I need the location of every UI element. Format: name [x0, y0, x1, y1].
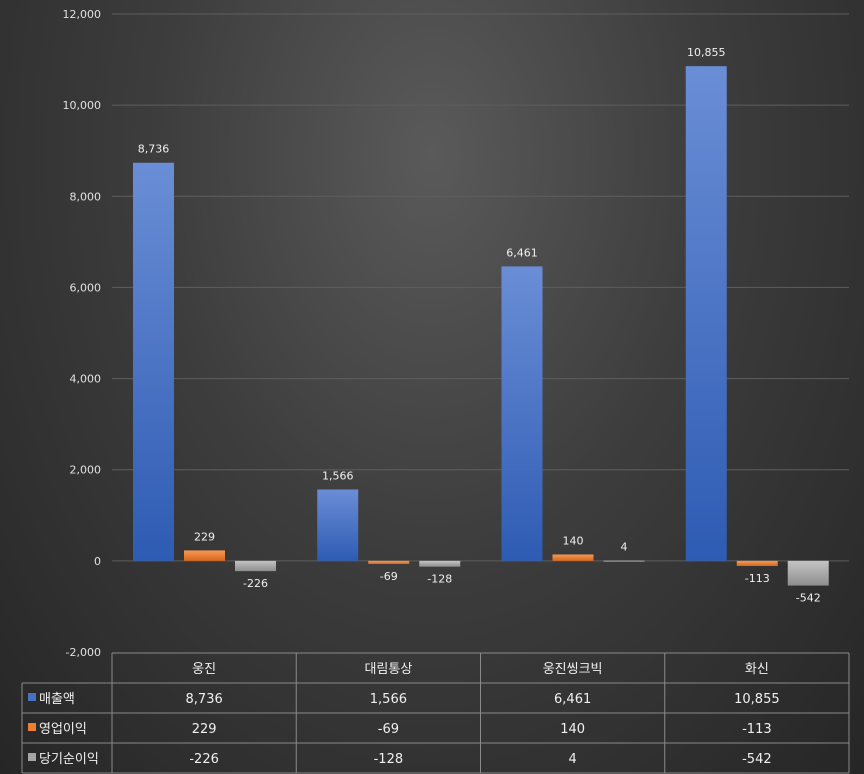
y-tick-label: 6,000 [70, 281, 102, 294]
y-axis: -2,000 0 2,000 4,000 6,000 8,000 10,000 12,000 [63, 8, 102, 659]
table-cell: -542 [742, 752, 772, 767]
gridlines [112, 13, 849, 562]
table-header-cell: 웅진씽크빅 [543, 662, 603, 677]
bar-당기순이익-화신 [787, 560, 829, 586]
data-label: -69 [380, 570, 398, 583]
bar-영업이익-화신 [736, 560, 778, 567]
bars [133, 66, 829, 586]
table-cell: -128 [374, 752, 404, 767]
table-cell: 8,736 [186, 692, 223, 707]
bar-매출액-웅진씽크빅 [501, 266, 543, 561]
table-cell: 10,855 [734, 692, 780, 707]
y-tick-label: 4,000 [70, 373, 102, 386]
legend-key [28, 723, 36, 731]
table-header-cell: 대림통상 [364, 662, 412, 677]
y-tick-label: 2,000 [70, 464, 102, 477]
legend-label: 당기순이익 [39, 752, 99, 767]
legend-label: 매출액 [39, 692, 75, 707]
data-label: -542 [796, 592, 821, 605]
data-labels: 8,736 1,566 6,461 10,855 229 -69 140 -113 -226 -1… [138, 46, 821, 604]
legend-label: 영업이익 [39, 722, 87, 737]
table-cell: 4 [568, 752, 576, 767]
bar-매출액-대림통상 [317, 489, 359, 561]
bar-매출액-화신 [685, 66, 727, 561]
data-label: -226 [243, 577, 268, 590]
table-cell: 140 [560, 722, 585, 737]
data-label: 10,855 [687, 46, 726, 59]
bar-영업이익-대림통상 [368, 560, 410, 565]
y-tick-label: 8,000 [70, 190, 102, 203]
data-label: 1,566 [322, 469, 354, 482]
y-tick-label: 12,000 [63, 8, 102, 21]
y-tick-label: -2,000 [66, 646, 101, 659]
bar-영업이익-웅진 [184, 550, 225, 561]
bar-당기순이익-웅진씽크빅 [603, 560, 645, 562]
legend-key [28, 693, 36, 701]
data-label: 8,736 [138, 143, 170, 156]
table-cell: -226 [189, 752, 219, 767]
data-label: 4 [621, 541, 628, 554]
table-cell: 229 [192, 722, 217, 737]
table-cell: -69 [378, 722, 399, 737]
table-cell: 1,566 [370, 692, 407, 707]
data-label: 229 [194, 530, 215, 543]
table-cell: 6,461 [554, 692, 591, 707]
legend-key [28, 753, 36, 761]
table-header-cell: 화신 [745, 662, 769, 677]
bar-당기순이익-웅진 [235, 560, 276, 572]
bar-영업이익-웅진씽크빅 [552, 554, 594, 561]
y-tick-label: 0 [94, 555, 101, 568]
bar-당기순이익-대림통상 [419, 560, 461, 567]
data-label: -113 [745, 572, 770, 585]
bar-매출액-웅진 [133, 162, 174, 561]
data-label: 6,461 [506, 246, 538, 259]
table-header-cell: 웅진 [192, 662, 216, 677]
data-label: 140 [563, 534, 584, 547]
y-tick-label: 10,000 [63, 99, 102, 112]
data-label: -128 [427, 573, 452, 586]
table-cell: -113 [742, 722, 772, 737]
